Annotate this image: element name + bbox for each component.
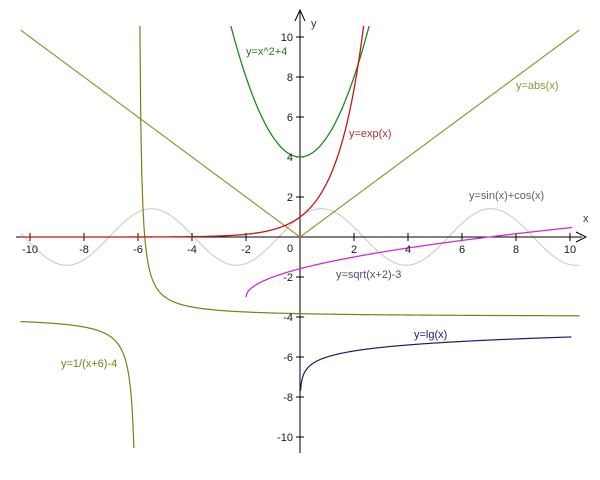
- y-tick-label: 2: [287, 192, 293, 204]
- y-tick-label: -6: [283, 352, 293, 364]
- y-tick-label: -4: [283, 312, 293, 324]
- curve-exp: [20, 26, 365, 238]
- y-tick-label: 6: [287, 112, 293, 124]
- curve-hyperbola: [20, 26, 580, 448]
- y-axis-arrow-icon: [294, 8, 306, 22]
- x-tick-label: 4: [405, 244, 411, 256]
- curve-label-exp: y=exp(x): [349, 128, 392, 140]
- curve-label-sincos: y=sin(x)+cos(x): [469, 190, 544, 202]
- x-tick-label: 8: [513, 244, 519, 256]
- curve-label-lg: y=lg(x): [414, 329, 447, 341]
- x-tick-label: 2: [351, 244, 357, 256]
- curve-abs: [20, 29, 580, 238]
- x-tick-label: 0: [287, 243, 293, 255]
- y-tick-label: 4: [287, 152, 293, 164]
- curve-parabola: [230, 26, 370, 158]
- x-tick-label: -4: [187, 244, 197, 256]
- x-tick-label: -8: [79, 244, 89, 256]
- x-axis-label: x: [583, 213, 589, 225]
- y-tick-label: -10: [277, 432, 293, 444]
- y-tick-label: 10: [281, 32, 293, 44]
- y-axis-label: y: [311, 18, 317, 30]
- curve-label-abs: y=abs(x): [516, 80, 559, 92]
- y-tick-label: -8: [283, 392, 293, 404]
- x-axis-arrow-icon: [575, 231, 588, 243]
- x-tick-label: -6: [133, 244, 143, 256]
- curve-sqrt: [245, 226, 573, 298]
- y-tick-label: -2: [283, 272, 293, 284]
- curve-label-hyperbola: y=1/(x+6)-4: [61, 358, 117, 370]
- x-tick-label: 6: [459, 244, 465, 256]
- y-tick-label: 8: [287, 72, 293, 84]
- curve-label-parabola: y=x^2+4: [246, 46, 287, 58]
- x-tick-label: -2: [241, 244, 251, 256]
- curve-lg: [299, 336, 572, 392]
- curve-label-sqrt: y=sqrt(x+2)-3: [336, 269, 401, 281]
- x-tick-label: -10: [22, 244, 38, 256]
- x-tick-label: 10: [564, 244, 576, 256]
